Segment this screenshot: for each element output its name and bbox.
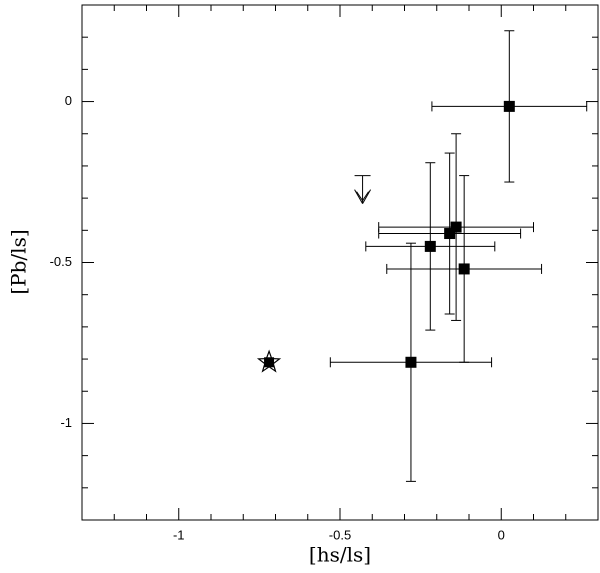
point <box>503 100 515 112</box>
point <box>424 240 436 252</box>
limit-segment <box>354 189 364 204</box>
y-tick-label: -0.5 <box>50 254 72 269</box>
x-tick-label: -0.5 <box>329 527 351 542</box>
x-axis-label: [hs/ls] <box>309 543 371 567</box>
point <box>458 263 470 275</box>
star-core <box>264 357 275 368</box>
x-tick-label: 0 <box>498 527 505 542</box>
point <box>444 228 456 240</box>
limit-segment <box>362 191 369 201</box>
point <box>450 221 462 233</box>
y-tick-label: 0 <box>65 93 72 108</box>
limit-segment <box>362 189 372 204</box>
upper-limit <box>354 175 372 204</box>
star-point <box>256 349 282 373</box>
limit-segment <box>356 191 363 201</box>
point <box>405 356 417 368</box>
x-tick-label: -1 <box>173 527 185 542</box>
y-axis-label: [Pb/ls] <box>7 229 31 294</box>
plot-frame <box>81 4 599 521</box>
y-tick-label: -1 <box>60 415 72 430</box>
